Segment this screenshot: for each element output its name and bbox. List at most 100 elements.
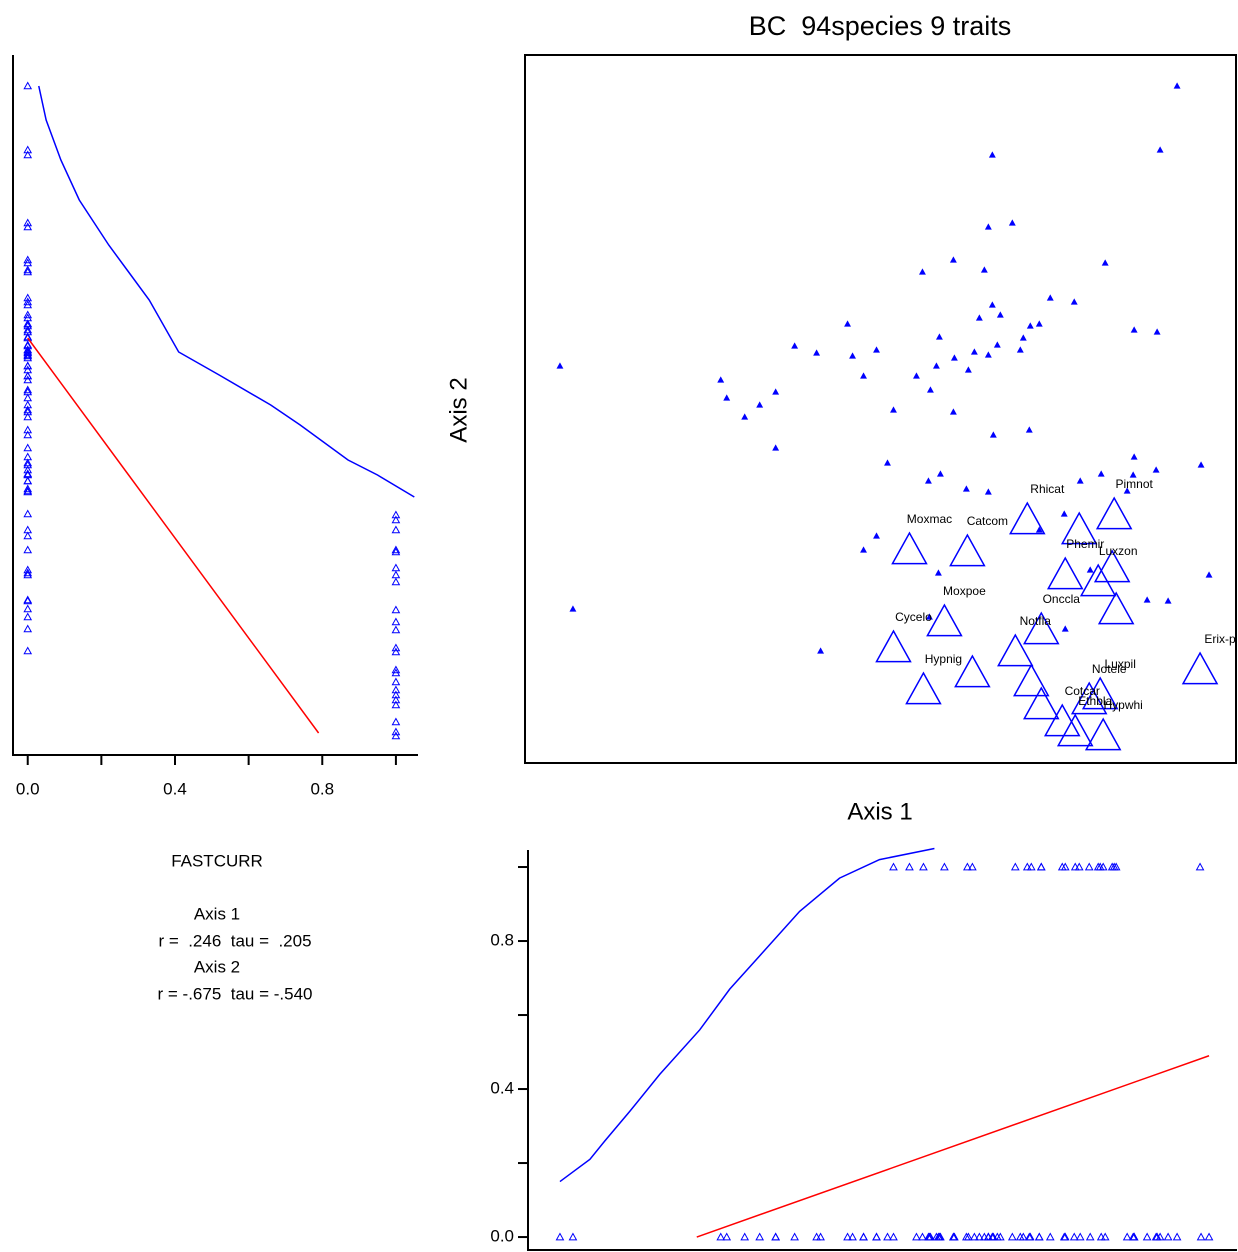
- species-label: Moxpoe: [943, 584, 986, 598]
- overlay-point: [1036, 862, 1046, 871]
- species-point: [817, 647, 825, 654]
- species-point: [756, 401, 764, 408]
- species-point: [934, 569, 942, 576]
- species-point: [997, 633, 1034, 667]
- species-point: [935, 333, 943, 340]
- species-point: [1046, 556, 1084, 590]
- overlay-point: [23, 412, 33, 421]
- overlay-point: [816, 1232, 825, 1241]
- y-tick-label: 0.4: [490, 1079, 514, 1098]
- overlay-point: [23, 293, 33, 302]
- species-point: [890, 406, 897, 413]
- overlay-point: [1045, 1232, 1055, 1241]
- overlay-point: [1142, 1232, 1152, 1241]
- species-point: [926, 386, 934, 393]
- species-point: [1022, 686, 1060, 720]
- overlay-point: [391, 515, 401, 524]
- overlay-point: [23, 443, 33, 452]
- overlay-point: [1024, 1232, 1034, 1241]
- overlay-point: [912, 1232, 921, 1241]
- species-point: [741, 413, 749, 420]
- overlay-point: [1070, 862, 1080, 871]
- overlay-point: [790, 1232, 799, 1241]
- species-point: [569, 605, 577, 612]
- species-point: [984, 488, 992, 495]
- overlay-point: [934, 1232, 943, 1241]
- species-point: [875, 629, 912, 663]
- species-point: [1046, 294, 1054, 301]
- species-point: [1097, 591, 1135, 625]
- overlay-point: [391, 677, 401, 686]
- trend-line: [38, 85, 415, 498]
- species-point: [849, 352, 856, 359]
- overlay-point: [968, 862, 977, 871]
- overlay-point: [1015, 1232, 1025, 1241]
- overlay-point: [23, 407, 33, 416]
- overlay-point: [1060, 1232, 1070, 1241]
- overlay-point: [918, 1232, 927, 1241]
- species-point: [1153, 328, 1161, 335]
- trend-line: [696, 1055, 1210, 1238]
- overlay-point: [1098, 862, 1108, 871]
- overlay-point: [23, 596, 33, 605]
- species-point: [984, 223, 992, 230]
- overlay-point: [23, 267, 33, 276]
- overlay-point: [1007, 1232, 1017, 1241]
- species-point: [925, 613, 933, 620]
- overlay-point: [391, 563, 401, 572]
- overlay-point: [23, 612, 33, 621]
- species-label: Cotcar: [1065, 684, 1100, 698]
- species-point: [949, 408, 957, 415]
- species-point: [1130, 453, 1138, 460]
- species-label: Luxpil: [1105, 657, 1136, 671]
- stats-line: Axis 1: [194, 904, 240, 923]
- species-point: [1123, 487, 1131, 494]
- trend-line: [559, 847, 935, 1183]
- species-point: [1101, 259, 1109, 266]
- species-point: [1197, 461, 1205, 468]
- overlay-point: [391, 700, 401, 709]
- overlay-point: [23, 319, 33, 328]
- overlay-point: [23, 624, 33, 633]
- species-point: [926, 603, 963, 637]
- overlay-point: [23, 255, 33, 264]
- species-point: [1130, 326, 1138, 333]
- overlay-point: [1096, 1232, 1106, 1241]
- species-point: [1152, 466, 1160, 473]
- overlay-point: [1204, 1232, 1214, 1241]
- species-point: [1093, 549, 1131, 583]
- overlay-point: [23, 265, 33, 274]
- species-point: [1070, 681, 1108, 715]
- overlay-point: [1069, 1232, 1079, 1241]
- species-point: [1129, 471, 1137, 478]
- overlay-point: [843, 1232, 852, 1241]
- overlay-point: [23, 646, 33, 655]
- overlay-point: [1075, 1232, 1085, 1241]
- overlay-point: [889, 1232, 898, 1241]
- species-point: [932, 362, 940, 369]
- species-point: [873, 532, 880, 539]
- overlay-point: [23, 458, 33, 467]
- overlay-point: [848, 1232, 857, 1241]
- species-label: Hypwhi: [1104, 698, 1143, 712]
- overlay-point: [1084, 862, 1094, 871]
- x-tick-label: 0.8: [310, 779, 334, 798]
- species-point: [1205, 571, 1213, 578]
- overlay-point: [23, 297, 33, 306]
- species-point: [1095, 496, 1133, 530]
- overlay-point: [1128, 1232, 1138, 1241]
- overlay-point: [391, 731, 401, 740]
- species-point: [989, 431, 997, 438]
- species-point: [1061, 625, 1069, 632]
- species-label: Catcom: [967, 514, 1008, 528]
- species-point: [996, 311, 1004, 318]
- stats-line: r = -.675 tau = -.540: [158, 984, 313, 1003]
- stats-line: Axis 2: [194, 957, 240, 976]
- overlay-point: [23, 350, 33, 359]
- overlay-point: [568, 1232, 578, 1241]
- species-point: [772, 388, 780, 395]
- overlay-point: [391, 647, 401, 656]
- species-point: [1164, 597, 1172, 604]
- left-axes: [12, 55, 418, 756]
